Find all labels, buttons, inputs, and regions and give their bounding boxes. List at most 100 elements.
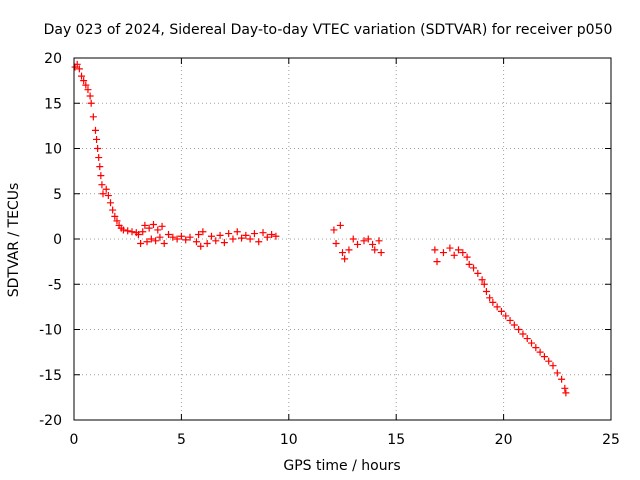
data-point bbox=[111, 212, 119, 220]
data-point bbox=[238, 234, 246, 242]
data-point bbox=[349, 235, 357, 243]
data-point bbox=[558, 375, 566, 383]
data-point bbox=[439, 249, 447, 257]
data-point bbox=[345, 246, 353, 254]
data-point bbox=[332, 240, 340, 248]
data-point bbox=[375, 237, 383, 245]
data-point bbox=[192, 238, 200, 246]
y-tick-label: 0 bbox=[53, 232, 62, 248]
grid-lines bbox=[74, 58, 611, 420]
data-point bbox=[141, 221, 149, 229]
y-tick-label: 5 bbox=[53, 187, 62, 203]
data-point bbox=[229, 235, 237, 243]
data-point bbox=[549, 362, 557, 370]
data-point bbox=[158, 222, 166, 230]
data-point bbox=[107, 199, 115, 207]
data-point bbox=[540, 353, 548, 361]
data-point bbox=[134, 230, 142, 238]
data-point bbox=[152, 237, 160, 245]
data-point bbox=[482, 287, 490, 295]
data-point bbox=[259, 229, 267, 237]
y-axis-label: SDTVAR / TECUs bbox=[6, 183, 22, 298]
data-point bbox=[220, 239, 228, 247]
data-point bbox=[75, 65, 83, 73]
data-point bbox=[73, 60, 81, 68]
data-point bbox=[478, 276, 486, 284]
data-point bbox=[78, 72, 86, 80]
y-tick-label: -15 bbox=[39, 368, 62, 384]
x-tick-labels: 0 5 10 15 20 25 bbox=[70, 432, 620, 448]
data-point bbox=[341, 255, 349, 263]
data-point bbox=[506, 316, 514, 324]
data-point bbox=[493, 303, 501, 311]
data-point bbox=[377, 249, 385, 257]
x-tick-label: 5 bbox=[177, 432, 186, 448]
data-point bbox=[186, 233, 194, 241]
data-point bbox=[87, 99, 95, 107]
y-tick-label: 10 bbox=[44, 142, 62, 158]
data-point bbox=[165, 230, 173, 238]
data-point bbox=[156, 233, 164, 241]
data-point bbox=[124, 227, 132, 235]
data-point bbox=[145, 224, 153, 232]
data-point bbox=[119, 226, 127, 234]
data-point bbox=[113, 217, 121, 225]
x-tick-label: 10 bbox=[280, 432, 298, 448]
data-point bbox=[354, 240, 362, 248]
data-point bbox=[528, 339, 536, 347]
plot-frame bbox=[73, 57, 612, 421]
data-point bbox=[203, 240, 211, 248]
data-point bbox=[154, 226, 162, 234]
y-tick-label: -20 bbox=[39, 413, 62, 429]
x-axis-label: GPS time / hours bbox=[283, 458, 400, 474]
data-point bbox=[82, 81, 90, 89]
data-point bbox=[182, 236, 190, 244]
data-point bbox=[553, 369, 561, 377]
data-point bbox=[255, 238, 263, 246]
data-point bbox=[94, 145, 102, 152]
data-point bbox=[497, 307, 505, 315]
data-point bbox=[515, 326, 523, 333]
data-point bbox=[486, 294, 494, 302]
data-point bbox=[242, 231, 250, 239]
data-point bbox=[143, 238, 151, 246]
data-point bbox=[98, 181, 106, 189]
data-point bbox=[195, 230, 203, 238]
data-point bbox=[207, 232, 215, 240]
data-point bbox=[216, 231, 224, 239]
data-point bbox=[212, 237, 220, 245]
data-point bbox=[173, 235, 181, 243]
y-tick-label: -10 bbox=[39, 323, 62, 339]
data-point bbox=[446, 244, 454, 252]
y-tick-label: -5 bbox=[48, 277, 62, 293]
data-point bbox=[197, 242, 205, 250]
x-tick-label: 20 bbox=[495, 432, 513, 448]
data-points bbox=[71, 60, 570, 397]
data-point bbox=[459, 249, 467, 257]
data-point bbox=[169, 233, 177, 241]
y-tick-label: 15 bbox=[44, 96, 62, 112]
data-point bbox=[272, 232, 280, 240]
data-point bbox=[102, 185, 110, 193]
data-point bbox=[104, 192, 112, 200]
data-point bbox=[99, 190, 107, 198]
data-point bbox=[137, 240, 145, 248]
data-point bbox=[369, 240, 377, 248]
y-tick-labels: -20 -15 -10 -5 0 5 10 15 20 bbox=[39, 51, 62, 429]
data-point bbox=[431, 246, 439, 254]
data-point bbox=[532, 344, 540, 352]
data-point bbox=[489, 298, 497, 306]
data-point bbox=[97, 172, 105, 180]
data-point bbox=[263, 233, 271, 241]
data-point bbox=[177, 232, 185, 240]
data-point bbox=[562, 389, 570, 397]
data-point bbox=[433, 258, 441, 266]
data-point bbox=[128, 228, 136, 236]
data-point bbox=[199, 228, 207, 236]
data-point bbox=[147, 235, 155, 243]
data-point bbox=[454, 246, 462, 254]
data-point bbox=[250, 230, 258, 238]
data-point bbox=[561, 384, 569, 392]
data-point bbox=[371, 246, 379, 254]
